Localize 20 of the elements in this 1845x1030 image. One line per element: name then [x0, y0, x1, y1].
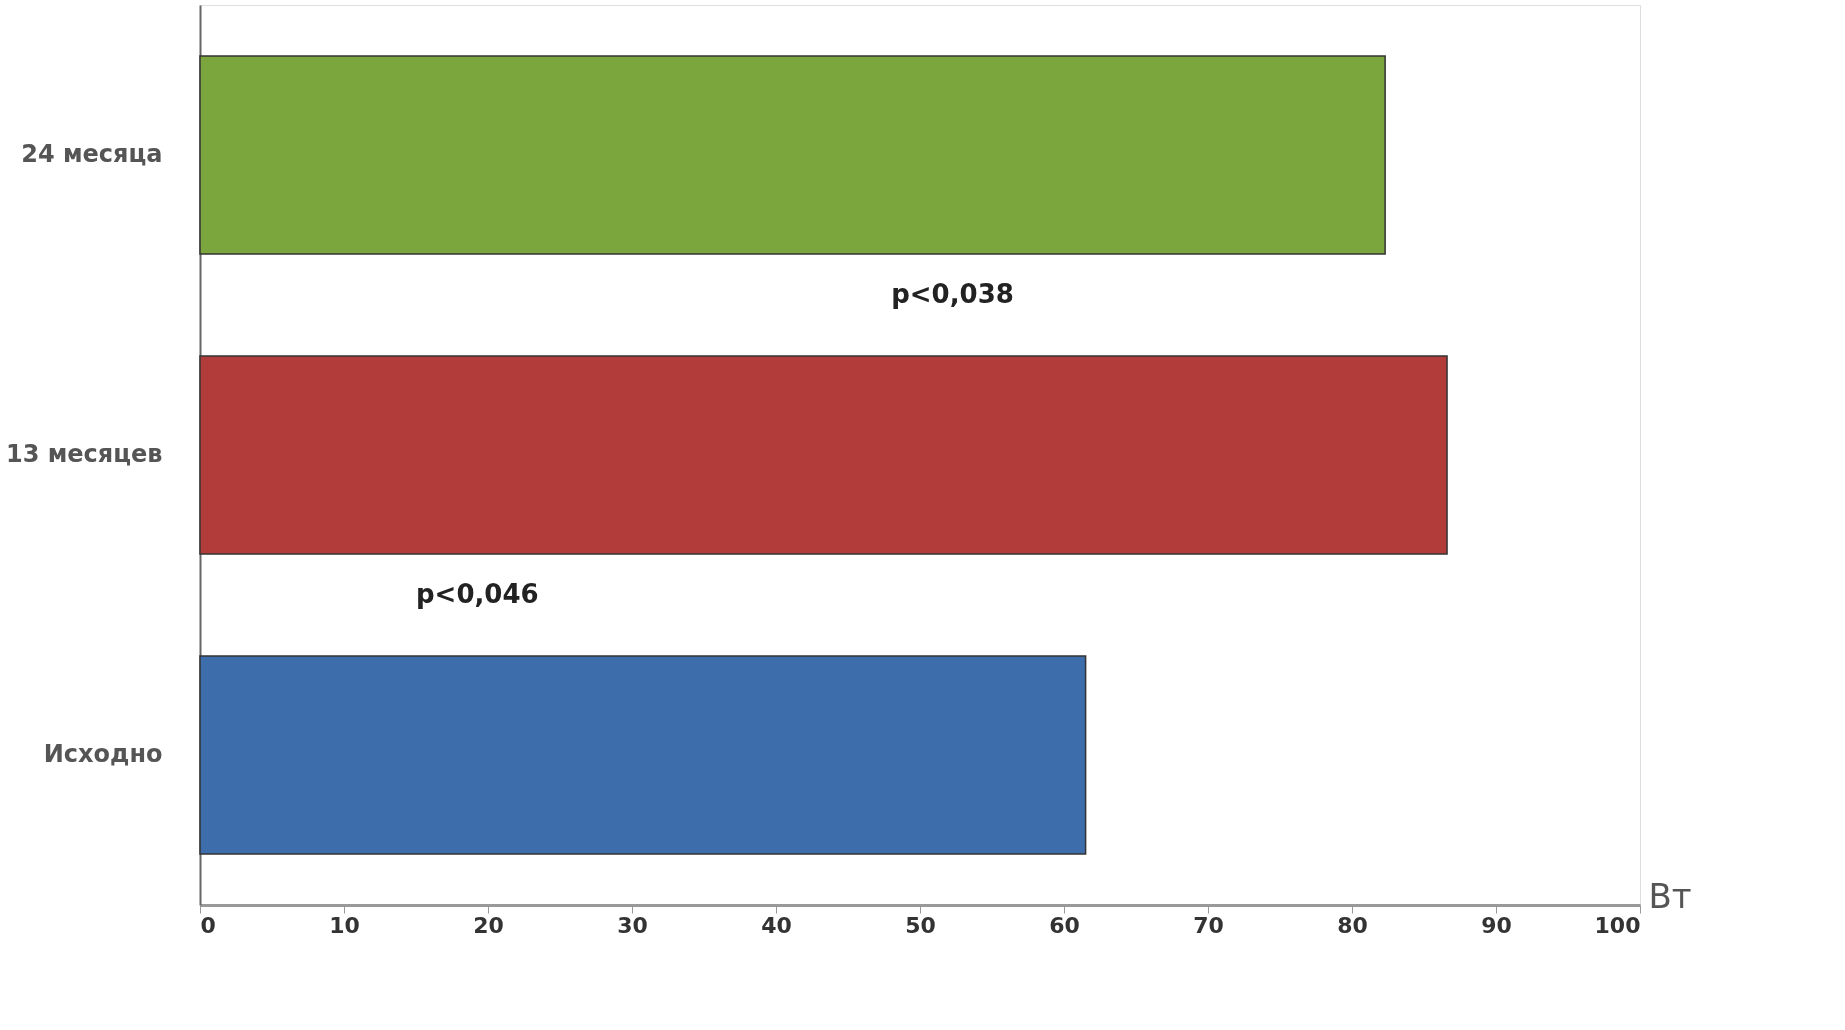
x-tick-label: 60: [1049, 912, 1080, 938]
x-tick-label: 80: [1337, 912, 1368, 938]
x-tick-label: 100: [1594, 912, 1641, 938]
x-tick-label: 30: [617, 912, 648, 938]
x-tick-label: 70: [1193, 912, 1224, 938]
bar: [199, 655, 1087, 855]
bar: [199, 55, 1386, 255]
x-tick-label: 50: [905, 912, 936, 938]
x-tick-label: 20: [473, 912, 504, 938]
x-tick-label: 90: [1481, 912, 1512, 938]
annotation: p<0,038: [891, 279, 1014, 309]
x-tick-label: 10: [329, 912, 360, 938]
x-tick-label: 40: [761, 912, 792, 938]
y-tick-label: 24 месяца: [21, 140, 163, 168]
y-tick-label: 13 месяцев: [5, 440, 163, 468]
y-tick-label: Исходно: [43, 740, 163, 768]
x-axis-title: Вт: [1648, 875, 1692, 916]
bar: [199, 355, 1448, 555]
x-tick-label: 0: [200, 912, 216, 938]
annotation: p<0,046: [416, 579, 539, 609]
